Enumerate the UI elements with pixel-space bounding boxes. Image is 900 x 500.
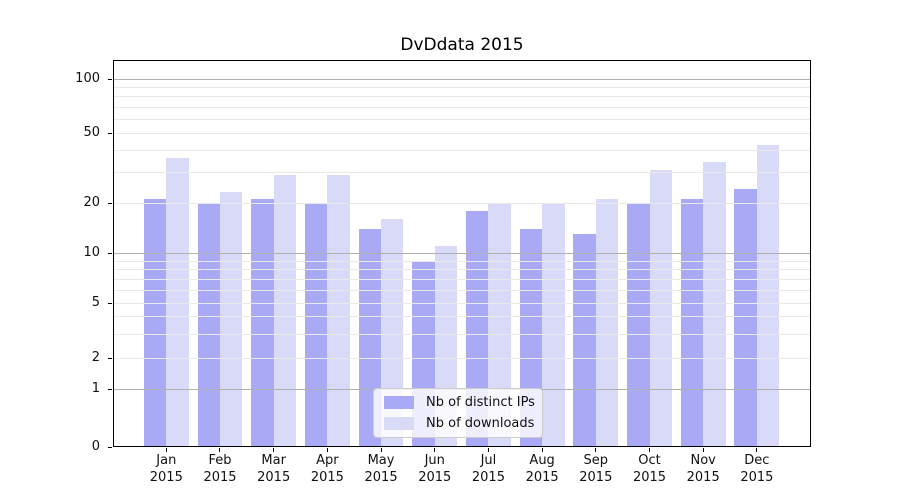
legend-item-distinct-ips: Nb of distinct IPs — [384, 395, 535, 410]
bar-ips-mar — [251, 199, 274, 447]
y-tick-label-5: 5 — [91, 295, 100, 310]
y-tick-mark-2 — [108, 357, 112, 359]
x-tick-mark-feb — [219, 448, 221, 452]
legend-swatch-ips — [384, 396, 414, 409]
y-tick-label-100: 100 — [75, 71, 100, 86]
x-tick-label-mar: Mar 2015 — [257, 453, 291, 485]
y-tick-mark-100 — [108, 78, 112, 80]
bar-downloads-oct — [649, 169, 672, 447]
bar-downloads-sep — [595, 199, 619, 447]
legend-label: Nb of downloads — [426, 416, 535, 431]
bar-downloads-jul — [488, 203, 511, 447]
x-tick-label-may: May 2015 — [364, 453, 398, 485]
y-tick-label-0: 0 — [91, 439, 100, 454]
gridline-60 — [113, 118, 811, 120]
gridline-40 — [113, 150, 811, 152]
x-tick-label-oct: Oct 2015 — [632, 453, 667, 485]
bar-downloads-aug — [542, 203, 565, 447]
y-tick-mark-0 — [108, 446, 112, 448]
y-tick-mark-10 — [108, 252, 112, 254]
bar-downloads-feb — [219, 192, 243, 447]
y-tick-mark-1 — [108, 388, 112, 390]
bar-ips-oct — [627, 203, 650, 447]
bar-ips-dec — [734, 189, 757, 447]
x-tick-mark-oct — [649, 448, 650, 452]
x-tick-mark-nov — [702, 448, 704, 452]
legend-label: Nb of distinct IPs — [426, 395, 535, 410]
bar-downloads-apr — [327, 174, 350, 447]
x-tick-label-jul: Jul 2015 — [471, 453, 505, 485]
x-tick-label-jun: Jun 2015 — [418, 453, 452, 485]
bar-downloads-dec — [756, 144, 780, 447]
x-tick-label-aug: Aug 2015 — [525, 453, 559, 485]
x-tick-mark-jul — [487, 448, 489, 452]
x-tick-mark-dec — [756, 448, 758, 452]
x-tick-mark-jun — [434, 448, 436, 452]
x-tick-mark-apr — [326, 448, 328, 452]
x-tick-mark-aug — [541, 448, 543, 452]
y-tick-mark-5 — [108, 302, 112, 304]
x-tick-label-sep: Sep 2015 — [579, 453, 613, 485]
bar-ips-apr — [304, 203, 328, 447]
y-tick-mark-50 — [108, 132, 112, 134]
y-tick-label-50: 50 — [83, 125, 100, 140]
x-tick-label-feb: Feb 2015 — [203, 453, 237, 485]
legend-item-downloads: Nb of downloads — [384, 416, 535, 431]
y-tick-label-2: 2 — [91, 350, 100, 365]
legend-swatch-downloads — [384, 417, 414, 430]
bar-downloads-nov — [703, 162, 726, 447]
y-tick-mark-20 — [108, 202, 112, 204]
x-tick-label-dec: Dec 2015 — [740, 453, 774, 485]
bar-ips-sep — [573, 234, 596, 447]
gridline-100 — [113, 79, 811, 80]
y-tick-label-1: 1 — [91, 381, 100, 396]
chart-title: DvDdata 2015 — [400, 35, 524, 55]
x-tick-mark-sep — [595, 448, 597, 452]
bar-downloads-jan — [166, 158, 189, 447]
x-tick-label-jan: Jan 2015 — [149, 453, 183, 485]
x-tick-label-apr: Apr 2015 — [310, 453, 344, 485]
bar-ips-nov — [680, 199, 704, 447]
plot-area — [113, 60, 811, 447]
x-tick-label-nov: Nov 2015 — [686, 453, 720, 485]
legend: Nb of distinct IPs Nb of downloads — [373, 388, 543, 438]
gridline-90 — [113, 87, 811, 89]
bar-ips-feb — [197, 203, 220, 447]
y-tick-label-20: 20 — [83, 195, 100, 210]
x-tick-mark-may — [380, 448, 382, 452]
y-tick-label-10: 10 — [83, 245, 100, 260]
bar-downloads-mar — [273, 174, 297, 447]
gridline-70 — [113, 106, 811, 108]
bar-ips-jan — [143, 199, 167, 447]
x-tick-mark-jan — [165, 448, 167, 452]
gridline-80 — [113, 96, 811, 98]
x-tick-mark-mar — [273, 448, 275, 452]
gridline-50 — [113, 133, 811, 134]
